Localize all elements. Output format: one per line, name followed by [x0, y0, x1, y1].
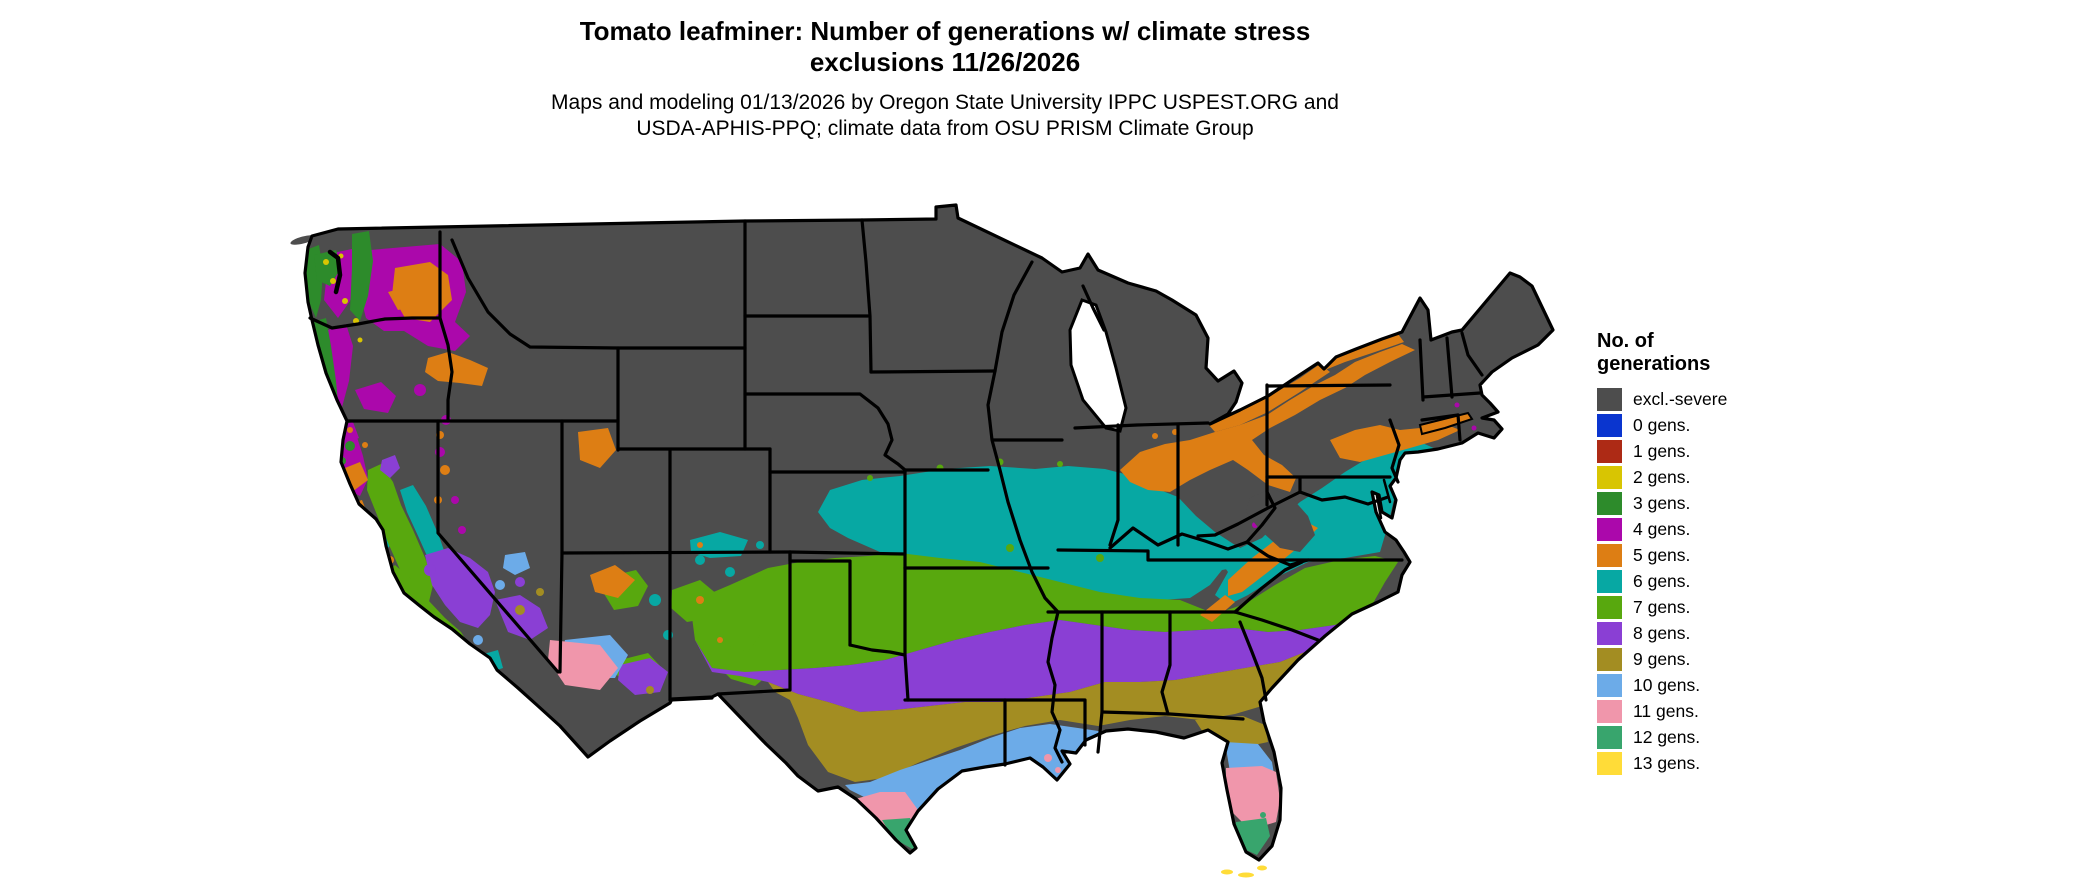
- legend-label-g8: 8 gens.: [1633, 623, 1691, 643]
- legend-item-g0: 0 gens.: [1597, 412, 1897, 438]
- legend-item-g2: 2 gens.: [1597, 464, 1897, 490]
- legend-title-line-2: generations: [1597, 353, 1711, 375]
- legend-item-g8: 8 gens.: [1597, 620, 1897, 646]
- map-region-excl-wv: [1246, 488, 1315, 552]
- legend-label-excl: excl.-severe: [1633, 389, 1728, 409]
- legend-label-g2: 2 gens.: [1633, 467, 1691, 487]
- title-line-2: exclusions 11/26/2026: [809, 47, 1081, 77]
- legend-item-g4: 4 gens.: [1597, 516, 1897, 542]
- map-title: Tomato leafminer: Number of generations …: [245, 16, 1645, 78]
- legend-label-g3: 3 gens.: [1633, 493, 1691, 513]
- legend-swatch-g11: [1597, 699, 1622, 723]
- map-subtitle: Maps and modeling 01/13/2026 by Oregon S…: [245, 90, 1645, 142]
- legend-swatch-g3: [1597, 491, 1622, 515]
- legend-label-g12: 12 gens.: [1633, 727, 1701, 747]
- legend-item-g6: 6 gens.: [1597, 568, 1897, 594]
- legend-swatch-g0: [1597, 413, 1622, 437]
- legend-label-g13: 13 gens.: [1633, 753, 1701, 773]
- legend-item-excl: excl.-severe: [1597, 386, 1897, 412]
- legend-swatch-g13: [1597, 751, 1622, 775]
- legend-item-g5: 5 gens.: [1597, 542, 1897, 568]
- legend-label-g5: 5 gens.: [1633, 545, 1691, 565]
- legend-item-g9: 9 gens.: [1597, 646, 1897, 672]
- legend-item-g10: 10 gens.: [1597, 672, 1897, 698]
- legend-item-g11: 11 gens.: [1597, 698, 1897, 724]
- map-region-8-gens: [380, 455, 1368, 712]
- legend-swatch-g4: [1597, 517, 1622, 541]
- legend-label-g6: 6 gens.: [1633, 571, 1691, 591]
- legend-title: No. of generations: [1597, 330, 1897, 376]
- legend-swatch-g5: [1597, 543, 1622, 567]
- map-region-13-gens: [1221, 865, 1267, 878]
- legend-swatch-g7: [1597, 595, 1622, 619]
- subtitle-line-1: Maps and modeling 01/13/2026 by Oregon S…: [551, 91, 1339, 114]
- legend-swatch-g2: [1597, 465, 1622, 489]
- legend-label-g10: 10 gens.: [1633, 675, 1701, 695]
- legend-item-g3: 3 gens.: [1597, 490, 1897, 516]
- legend-item-g1: 1 gens.: [1597, 438, 1897, 464]
- subtitle-line-2: USDA-APHIS-PPQ; climate data from OSU PR…: [636, 117, 1254, 140]
- legend-label-g9: 9 gens.: [1633, 649, 1691, 669]
- title-line-1: Tomato leafminer: Number of generations …: [579, 16, 1311, 46]
- legend-label-g4: 4 gens.: [1633, 519, 1691, 539]
- legend-swatch-g12: [1597, 725, 1622, 749]
- map-legend: No. of generations excl.-severe 0 gens. 1 …: [1597, 330, 1897, 776]
- legend-label-g0: 0 gens.: [1633, 415, 1691, 435]
- legend-swatch-g8: [1597, 621, 1622, 645]
- legend-item-g7: 7 gens.: [1597, 594, 1897, 620]
- lake-michigan: [1068, 298, 1128, 433]
- legend-swatch-g9: [1597, 647, 1622, 671]
- legend-swatch-g1: [1597, 439, 1622, 463]
- legend-swatch-excl: [1597, 387, 1622, 411]
- legend-item-g13: 13 gens.: [1597, 750, 1897, 776]
- legend-label-g1: 1 gens.: [1633, 441, 1691, 461]
- legend-title-line-1: No. of: [1597, 330, 1654, 352]
- legend-label-g11: 11 gens.: [1633, 701, 1699, 721]
- legend-label-g7: 7 gens.: [1633, 597, 1691, 617]
- legend-swatch-g6: [1597, 569, 1622, 593]
- legend-item-g12: 12 gens.: [1597, 724, 1897, 750]
- map-region-12-gens: [882, 812, 1270, 855]
- legend-swatch-g10: [1597, 673, 1622, 697]
- vancouver-island-fragment: [290, 235, 316, 245]
- state-borders: [303, 203, 1555, 862]
- legend-items: excl.-severe 0 gens. 1 gens. 2 gens. 3 gens.…: [1597, 386, 1897, 776]
